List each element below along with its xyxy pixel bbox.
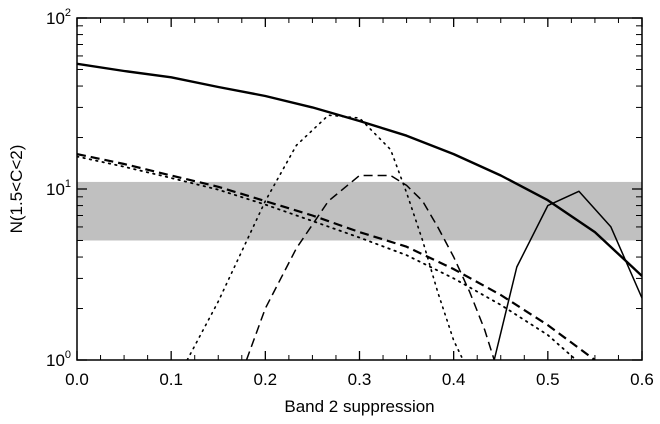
y-tick-label: 101 xyxy=(46,178,71,199)
x-tick-label: 0.6 xyxy=(630,370,654,389)
x-tick-label: 0.1 xyxy=(159,370,183,389)
x-tick-label: 0.4 xyxy=(442,370,466,389)
series-line-6 xyxy=(493,190,642,360)
y-tick-label: 100 xyxy=(46,349,71,370)
x-ticks: 0.0 0.1 0.2 0.3 0.4 0.5 0.6 xyxy=(65,18,654,389)
x-tick-label: 0.3 xyxy=(348,370,372,389)
shaded-band xyxy=(77,181,642,241)
x-tick-label: 0.0 xyxy=(65,370,89,389)
shaded-band-layer xyxy=(77,181,642,241)
y-tick-label: 102 xyxy=(46,7,71,28)
x-tick-label: 0.2 xyxy=(254,370,278,389)
x-tick-label: 0.5 xyxy=(536,370,560,389)
series-line-2 xyxy=(77,153,596,360)
series-line-4 xyxy=(186,114,464,360)
series-line-5 xyxy=(245,174,495,360)
x-axis-label: Band 2 suppression xyxy=(284,397,434,416)
series-line-1 xyxy=(77,62,642,277)
y-ticks: 100 101 102 xyxy=(46,7,642,370)
series-layer xyxy=(77,62,642,360)
y-axis-label: N(1.5<C<2) xyxy=(7,145,26,234)
